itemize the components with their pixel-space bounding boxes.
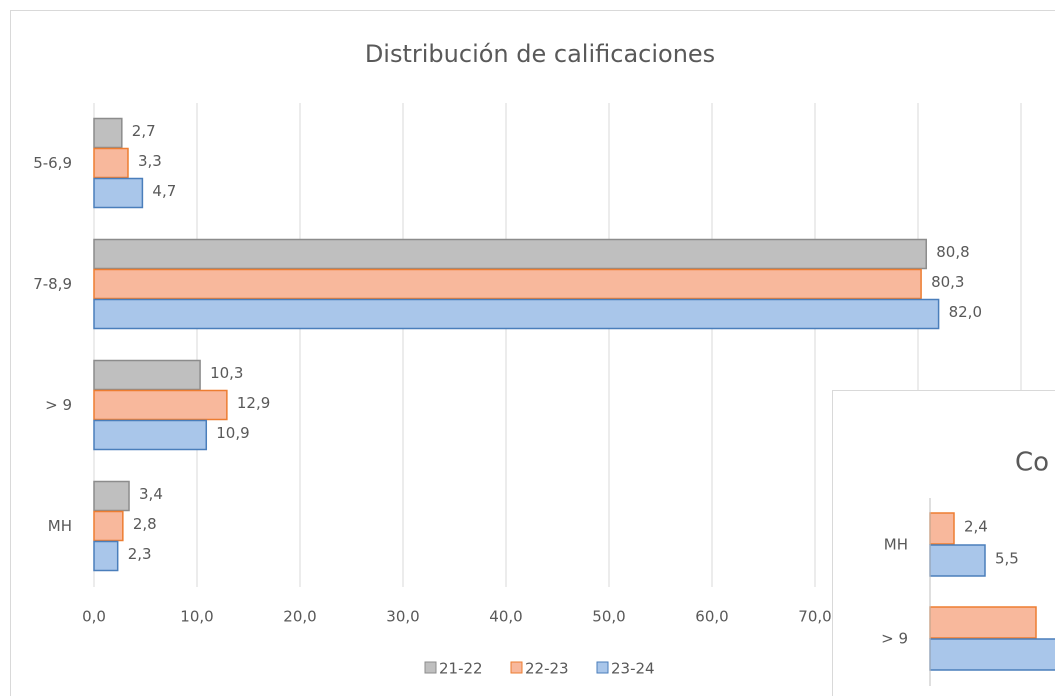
bar xyxy=(93,238,927,270)
legend-swatch xyxy=(596,661,609,674)
main-chart: 0,010,020,030,040,050,060,070,080,090,05… xyxy=(33,103,1038,678)
bar xyxy=(929,512,955,545)
y-tick-label: MH xyxy=(48,517,72,535)
data-label: 2,8 xyxy=(133,515,157,533)
bar xyxy=(93,540,119,572)
data-label: 2,3 xyxy=(128,545,152,563)
legend-label: 22-23 xyxy=(525,660,569,678)
y-tick-label: 5-6,9 xyxy=(33,154,72,172)
data-label: 82,0 xyxy=(949,303,982,321)
data-label: 10,3 xyxy=(210,364,243,382)
bar xyxy=(929,638,1055,671)
x-tick-label: 40,0 xyxy=(489,608,522,626)
chart-title: Distribución de calificaciones xyxy=(365,40,715,68)
x-tick-label: 60,0 xyxy=(695,608,728,626)
bar xyxy=(93,359,201,391)
x-tick-label: 30,0 xyxy=(386,608,419,626)
bar xyxy=(93,510,124,542)
data-label: 3,4 xyxy=(139,485,163,503)
data-label: 4,7 xyxy=(152,182,176,200)
bar xyxy=(93,480,130,512)
x-tick-label: 50,0 xyxy=(592,608,625,626)
bar xyxy=(93,147,129,179)
y-tick-label: > 9 xyxy=(45,396,72,414)
legend-label: 23-24 xyxy=(611,660,655,678)
bar xyxy=(93,419,208,451)
y-tick-label: 7-8,9 xyxy=(33,275,72,293)
bar xyxy=(93,298,940,330)
data-label: 2,7 xyxy=(132,122,156,140)
data-label: 2,4 xyxy=(964,518,988,536)
inset-chart: Co MH 2,4 5,5 > 9 xyxy=(881,448,1055,686)
bar xyxy=(93,177,144,209)
data-label: 80,8 xyxy=(936,243,969,261)
x-tick-label: 10,0 xyxy=(180,608,213,626)
x-tick-label: 0,0 xyxy=(82,608,106,626)
bar xyxy=(929,544,986,577)
bar xyxy=(93,117,123,149)
legend-label: 21-22 xyxy=(439,660,483,678)
y-tick-label: MH xyxy=(884,536,908,554)
bar xyxy=(93,268,922,300)
x-tick-label: 20,0 xyxy=(283,608,316,626)
inset-title: Co xyxy=(1015,448,1049,478)
legend-swatch xyxy=(424,661,437,674)
data-label: 10,9 xyxy=(216,424,249,442)
data-label: 3,3 xyxy=(138,152,162,170)
data-label: 12,9 xyxy=(237,394,270,412)
data-label: 80,3 xyxy=(931,273,964,291)
bar xyxy=(929,606,1037,639)
x-tick-label: 70,0 xyxy=(798,608,831,626)
y-tick-label: > 9 xyxy=(881,630,908,648)
data-label: 5,5 xyxy=(995,550,1019,568)
legend-swatch xyxy=(510,661,523,674)
bar xyxy=(93,389,228,421)
